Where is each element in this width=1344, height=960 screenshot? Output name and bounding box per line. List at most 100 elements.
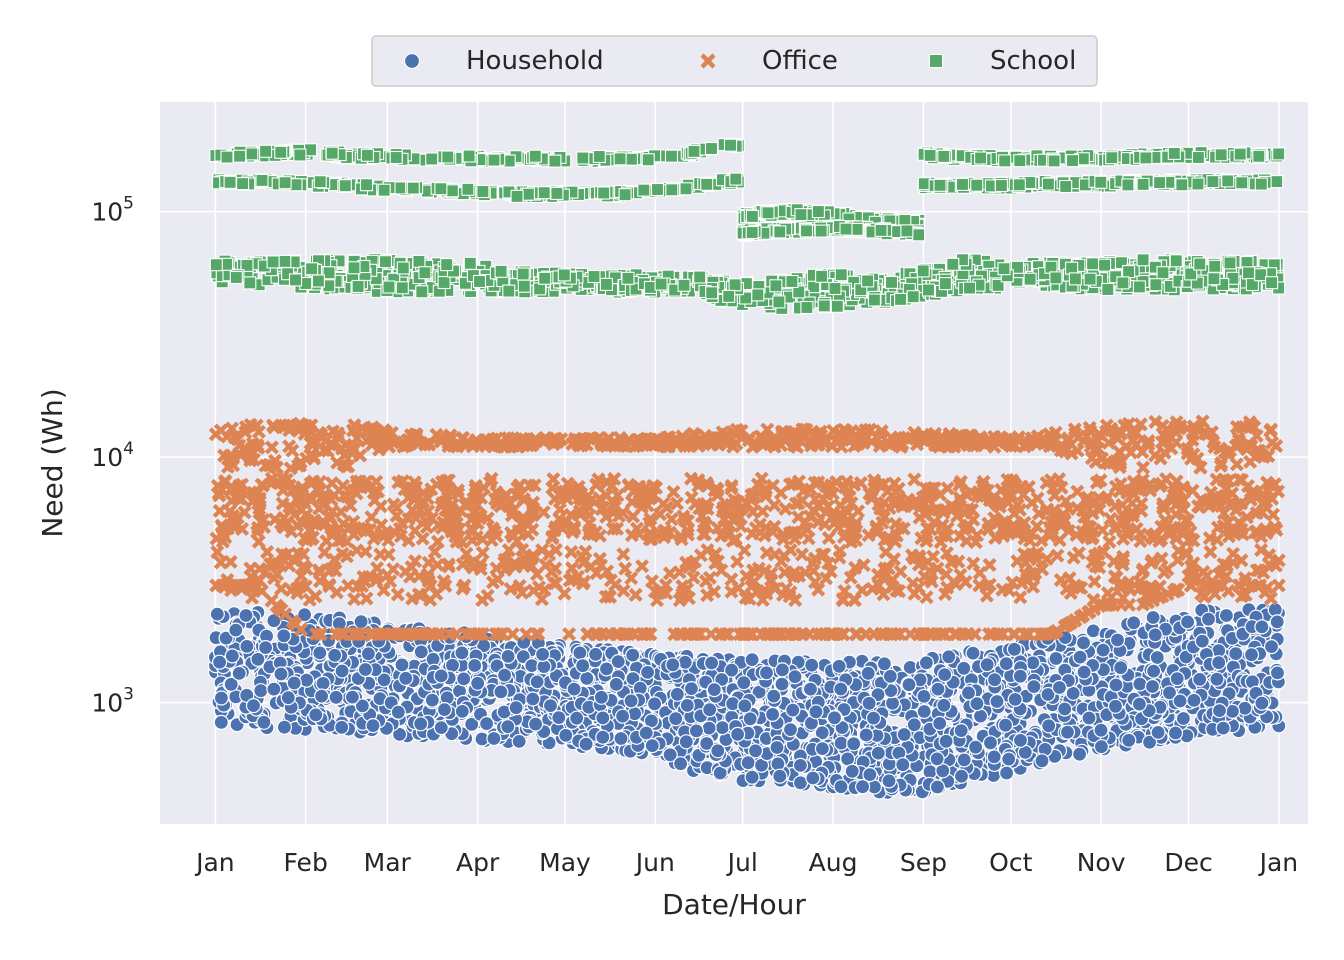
household-point [884, 695, 901, 711]
household-point [882, 668, 898, 684]
household-point [1075, 635, 1092, 651]
household-point [1228, 645, 1244, 662]
household-point [831, 658, 847, 674]
household-point [854, 779, 871, 795]
household-point [595, 710, 611, 726]
household-point [1109, 632, 1126, 648]
household-point [398, 670, 414, 686]
household-point [646, 696, 663, 712]
household-point [493, 684, 509, 700]
household-point [1006, 641, 1023, 657]
household-point [613, 730, 629, 747]
household-point [525, 691, 541, 707]
household-point [314, 688, 330, 704]
school-point [245, 147, 259, 161]
school-point [389, 150, 403, 165]
household-point [1215, 720, 1231, 736]
household-point [997, 717, 1014, 733]
household-point [579, 670, 595, 687]
household-point [280, 690, 296, 706]
household-point [804, 657, 820, 673]
household-point [436, 701, 453, 718]
household-point [357, 661, 373, 678]
household-point [454, 645, 470, 661]
household-point [228, 622, 244, 638]
household-point [209, 606, 225, 622]
household-point [896, 726, 912, 743]
household-point [1121, 732, 1137, 748]
household-point [245, 697, 262, 714]
household-point [578, 736, 594, 752]
household-point [258, 639, 274, 656]
household-point [936, 697, 952, 713]
school-point [528, 149, 542, 163]
household-point [479, 715, 495, 732]
household-point [413, 644, 429, 660]
household-point [1149, 649, 1165, 666]
household-point [865, 710, 882, 726]
household-point [212, 654, 228, 670]
household-point [678, 734, 694, 750]
school-point [664, 149, 679, 163]
household-point [918, 655, 935, 671]
household-point [901, 677, 917, 693]
school-point [220, 150, 234, 164]
household-point [456, 671, 472, 687]
household-point [224, 648, 240, 664]
household-point [394, 657, 410, 673]
household-point [286, 675, 302, 691]
household-point [256, 714, 272, 730]
household-point [706, 681, 722, 698]
household-point [744, 769, 760, 785]
household-point [334, 663, 350, 679]
household-point [782, 721, 799, 738]
household-point [930, 681, 946, 697]
household-point [1108, 677, 1124, 693]
household-point [870, 745, 886, 761]
household-point [1211, 702, 1228, 719]
household-point [747, 743, 764, 759]
household-point [575, 658, 591, 674]
household-point [644, 737, 660, 754]
household-point [1095, 642, 1111, 658]
household-point [213, 690, 229, 706]
household-point [665, 657, 681, 673]
household-point [1211, 655, 1227, 671]
household-point [881, 773, 897, 789]
household-point [1012, 732, 1029, 749]
household-point [486, 730, 502, 747]
household-point [1132, 676, 1148, 692]
household-point [308, 707, 324, 723]
household-point [1167, 725, 1184, 741]
household-point [1131, 696, 1148, 712]
household-point [566, 681, 582, 697]
household-point [444, 657, 461, 673]
household-point [1194, 633, 1210, 649]
household-point [239, 638, 255, 655]
household-point [989, 693, 1005, 710]
school-point [325, 146, 339, 160]
household-point [1192, 671, 1208, 688]
household-point [238, 607, 254, 624]
household-point [1172, 693, 1188, 709]
household-point [672, 756, 689, 772]
household-point [758, 665, 775, 681]
household-point [774, 676, 790, 692]
school-point [641, 153, 655, 167]
household-point [737, 698, 753, 714]
household-point [572, 645, 588, 661]
household-point [702, 702, 718, 718]
household-point [595, 729, 611, 745]
household-point [639, 664, 656, 681]
household-point [1093, 739, 1110, 755]
household-point [1048, 650, 1064, 667]
household-point [353, 614, 369, 630]
household-point [967, 739, 984, 755]
household-point [833, 681, 849, 697]
household-point [833, 779, 849, 795]
school-point [259, 144, 273, 158]
household-point [1057, 701, 1073, 717]
household-point [1254, 619, 1270, 635]
school-point [360, 148, 374, 162]
household-point [714, 719, 731, 736]
